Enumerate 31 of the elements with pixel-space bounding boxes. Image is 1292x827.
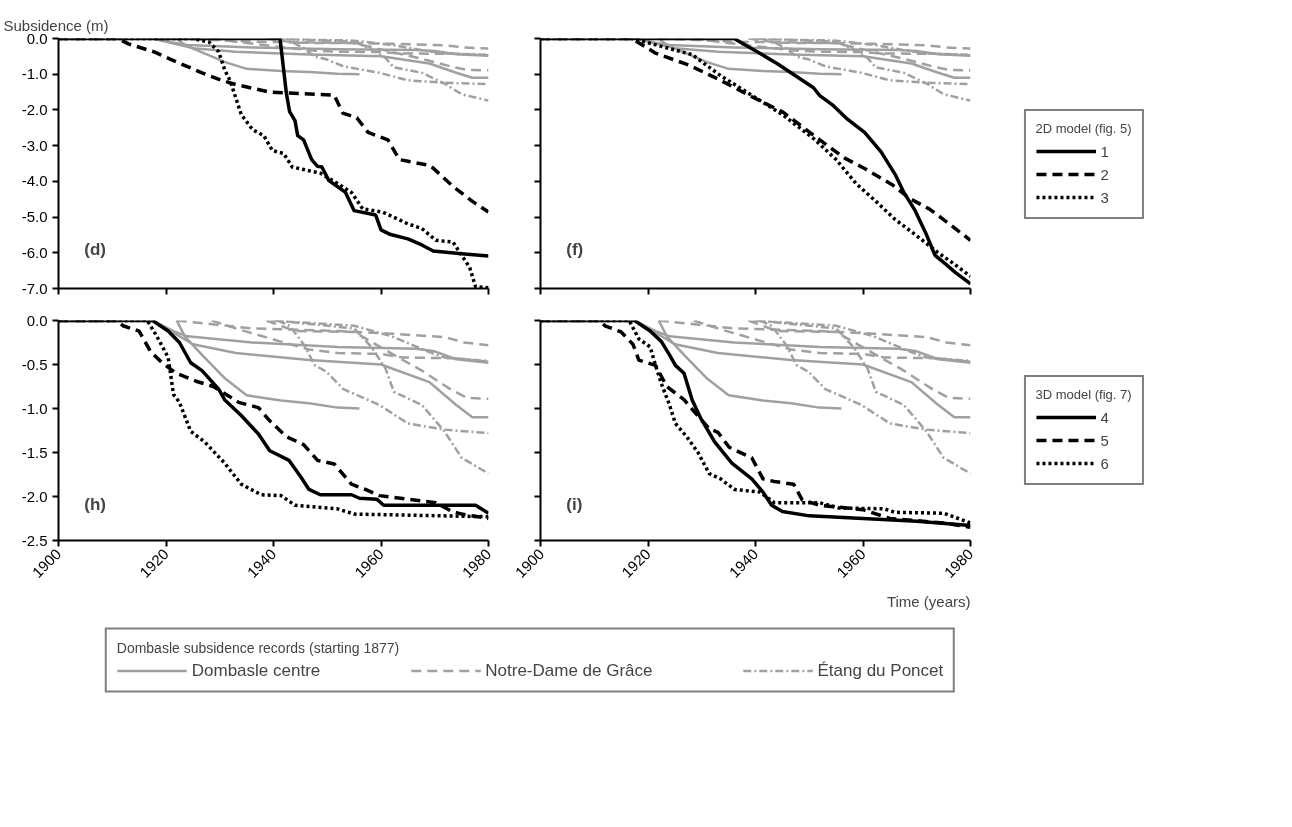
legend-label: 6 <box>1100 454 1110 472</box>
annotation: (d) <box>84 239 107 259</box>
y-tick-label: -4.0 <box>21 172 48 190</box>
y-tick-label: -2.0 <box>21 487 48 505</box>
legend-label: 5 <box>1100 431 1110 449</box>
legend-label: 3 <box>1100 188 1110 206</box>
y-axis-title: Subsidence (m) <box>3 16 109 34</box>
y-tick-label: -3.0 <box>21 136 48 154</box>
legend-title: Dombasle subsidence records (starting 1877) <box>116 639 401 656</box>
legend-label: Notre-Dame de Grâce <box>485 660 653 681</box>
legend-label: 2 <box>1100 165 1110 183</box>
y-tick-label: -1.5 <box>21 443 48 461</box>
legend-label: Étang du Poncet <box>817 660 944 681</box>
annotation: (i) <box>566 495 583 515</box>
y-tick-label: -6.0 <box>21 243 48 261</box>
legend-label: 1 <box>1100 142 1110 160</box>
legend-title: 3D model (fig. 7) <box>1035 387 1132 402</box>
y-tick-label: 0.0 <box>26 311 48 329</box>
y-tick-label: -1.0 <box>21 399 48 417</box>
legend-label: Dombasle centre <box>191 660 321 681</box>
y-tick-label: -5.0 <box>21 208 48 226</box>
legend-label: 4 <box>1100 408 1110 426</box>
annotation: (h) <box>84 495 107 515</box>
annotation: (f) <box>566 239 584 259</box>
y-tick-label: -1.0 <box>21 65 48 83</box>
y-tick-label: -2.0 <box>21 100 48 118</box>
x-axis-title: Time (years) <box>886 592 971 610</box>
legend-title: 2D model (fig. 5) <box>1035 121 1132 136</box>
y-tick-label: -2.5 <box>21 531 48 549</box>
y-tick-label: -0.5 <box>21 355 48 373</box>
y-tick-label: -7.0 <box>21 279 48 297</box>
